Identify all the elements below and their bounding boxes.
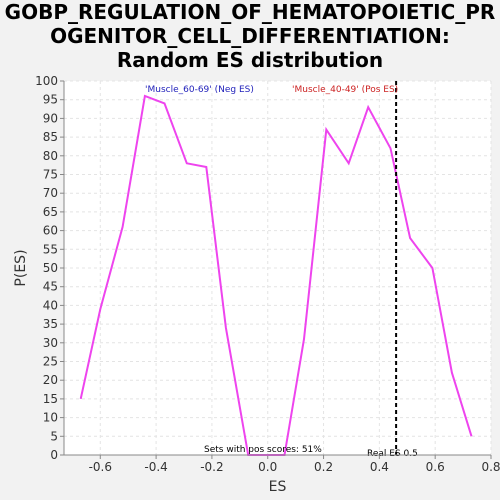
x-tick-label: -0.6 [89, 460, 112, 474]
real-es-label: Real ES 0.5 [367, 449, 418, 459]
pos-scores-label: Sets with pos scores: 51% [204, 445, 322, 455]
pos-es-label: 'Muscle_40-49' (Pos ES) [292, 85, 398, 95]
x-tick-label: -0.2 [200, 460, 223, 474]
x-tick-label: 0.8 [481, 460, 500, 474]
chart-title-line-2: OGENITOR_CELL_DIFFERENTIATION: [50, 24, 450, 48]
y-tick-label: 0 [50, 448, 58, 462]
y-tick-label: 45 [43, 280, 58, 294]
x-tick-label: -0.4 [144, 460, 167, 474]
y-tick-label: 40 [43, 298, 58, 312]
y-tick-label: 5 [50, 429, 58, 443]
y-tick-label: 60 [43, 224, 58, 238]
x-axis-ticks: -0.6 -0.4 -0.2 0.0 0.2 0.4 0.6 0.8 [89, 455, 500, 474]
x-tick-label: 0.2 [314, 460, 333, 474]
grid-lines [64, 80, 492, 456]
y-axis-label: P(ES) [13, 249, 29, 286]
chart-title-line-3: Random ES distribution [116, 48, 384, 72]
y-tick-label: 85 [43, 130, 58, 144]
y-tick-label: 20 [43, 373, 58, 387]
y-tick-label: 30 [43, 336, 58, 350]
chart-title: GOBP_REGULATION_OF_HEMATOPOIETIC_PR OGEN… [0, 0, 500, 72]
y-axis-ticks: 0 5 10 15 20 25 30 35 40 45 50 55 60 65 70 75 80 85 90 95 10… [35, 74, 64, 462]
x-axis-label: ES [269, 479, 287, 495]
neg-es-label: 'Muscle_60-69' (Neg ES) [145, 85, 254, 95]
y-tick-label: 100 [35, 74, 58, 88]
y-tick-label: 75 [43, 168, 58, 182]
y-tick-label: 95 [43, 93, 58, 107]
x-tick-label: 0.4 [370, 460, 389, 474]
y-tick-label: 50 [43, 261, 58, 275]
y-tick-label: 80 [43, 149, 58, 163]
x-tick-label: 0.0 [258, 460, 277, 474]
y-tick-label: 15 [43, 392, 58, 406]
x-tick-label: 0.6 [426, 460, 445, 474]
y-tick-label: 65 [43, 205, 58, 219]
y-tick-label: 10 [43, 411, 58, 425]
y-tick-label: 35 [43, 317, 58, 331]
chart-title-line-1: GOBP_REGULATION_OF_HEMATOPOIETIC_PR [4, 0, 496, 24]
y-tick-label: 90 [43, 111, 58, 125]
y-tick-label: 55 [43, 242, 58, 256]
y-tick-label: 25 [43, 355, 58, 369]
y-tick-label: 70 [43, 186, 58, 200]
